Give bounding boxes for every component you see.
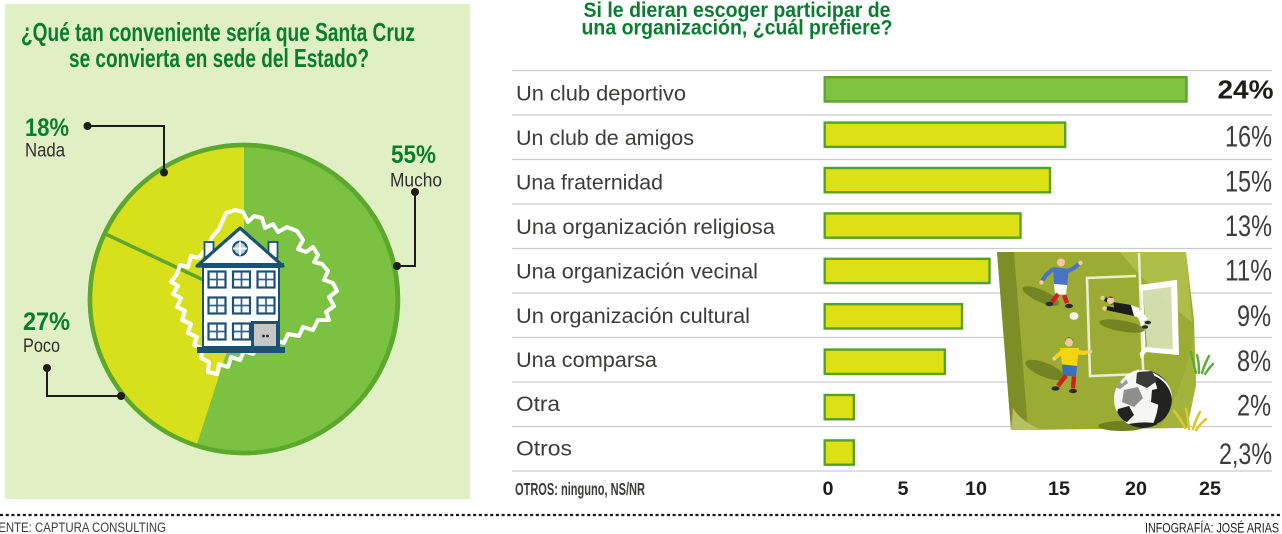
svg-text:¿Qué tan conveniente sería que: ¿Qué tan conveniente sería que Santa Cru… bbox=[21, 17, 415, 47]
svg-text:Una organización vecinal: Una organización vecinal bbox=[516, 259, 758, 283]
svg-text:Una comparsa: Una comparsa bbox=[516, 348, 657, 372]
svg-text:una organización, ¿cuál prefie: una organización, ¿cuál prefiere? bbox=[582, 17, 893, 40]
svg-text:24%: 24% bbox=[1218, 77, 1274, 105]
svg-text:10: 10 bbox=[965, 478, 987, 500]
svg-text:FUENTE: CAPTURA CONSULTING: FUENTE: CAPTURA CONSULTING bbox=[0, 520, 166, 534]
svg-text:18%: 18% bbox=[25, 114, 69, 142]
svg-text:15%: 15% bbox=[1225, 166, 1272, 199]
svg-text:Una fraternidad: Una fraternidad bbox=[516, 170, 663, 194]
svg-text:Mucho: Mucho bbox=[390, 170, 442, 191]
svg-text:11%: 11% bbox=[1225, 255, 1272, 288]
svg-text:Otros: Otros bbox=[516, 436, 572, 460]
svg-text:2,3%: 2,3% bbox=[1219, 438, 1272, 471]
svg-text:se convierta en sede del Estad: se convierta en sede del Estado? bbox=[69, 43, 369, 73]
svg-text:0: 0 bbox=[823, 478, 834, 500]
svg-text:OTROS: ninguno, NS/NR: OTROS: ninguno, NS/NR bbox=[515, 479, 645, 499]
svg-text:15: 15 bbox=[1048, 478, 1070, 500]
svg-text:2%: 2% bbox=[1237, 390, 1271, 423]
svg-text:Una organización religiosa: Una organización religiosa bbox=[516, 215, 775, 239]
svg-text:9%: 9% bbox=[1237, 300, 1271, 333]
svg-text:Un club de amigos: Un club de amigos bbox=[516, 126, 694, 150]
svg-text:Un club deportivo: Un club deportivo bbox=[516, 81, 686, 105]
svg-text:25: 25 bbox=[1199, 478, 1221, 500]
svg-text:Si le dieran escoger participa: Si le dieran escoger participar de bbox=[584, 0, 891, 22]
svg-text:Poco: Poco bbox=[23, 336, 60, 357]
svg-text:16%: 16% bbox=[1225, 121, 1272, 154]
svg-text:20: 20 bbox=[1125, 478, 1147, 500]
svg-text:5: 5 bbox=[898, 478, 909, 500]
svg-text:Otra: Otra bbox=[516, 392, 560, 416]
svg-text:Nada: Nada bbox=[25, 141, 65, 162]
svg-text:8%: 8% bbox=[1237, 345, 1271, 378]
svg-text:27%: 27% bbox=[23, 308, 70, 336]
svg-text:INFOGRAFÍA: JOSÉ ARIAS: INFOGRAFÍA: JOSÉ ARIAS bbox=[1145, 520, 1279, 534]
svg-text:Un organización cultural: Un organización cultural bbox=[516, 304, 750, 328]
svg-text:13%: 13% bbox=[1225, 210, 1272, 243]
svg-text:55%: 55% bbox=[391, 141, 436, 169]
